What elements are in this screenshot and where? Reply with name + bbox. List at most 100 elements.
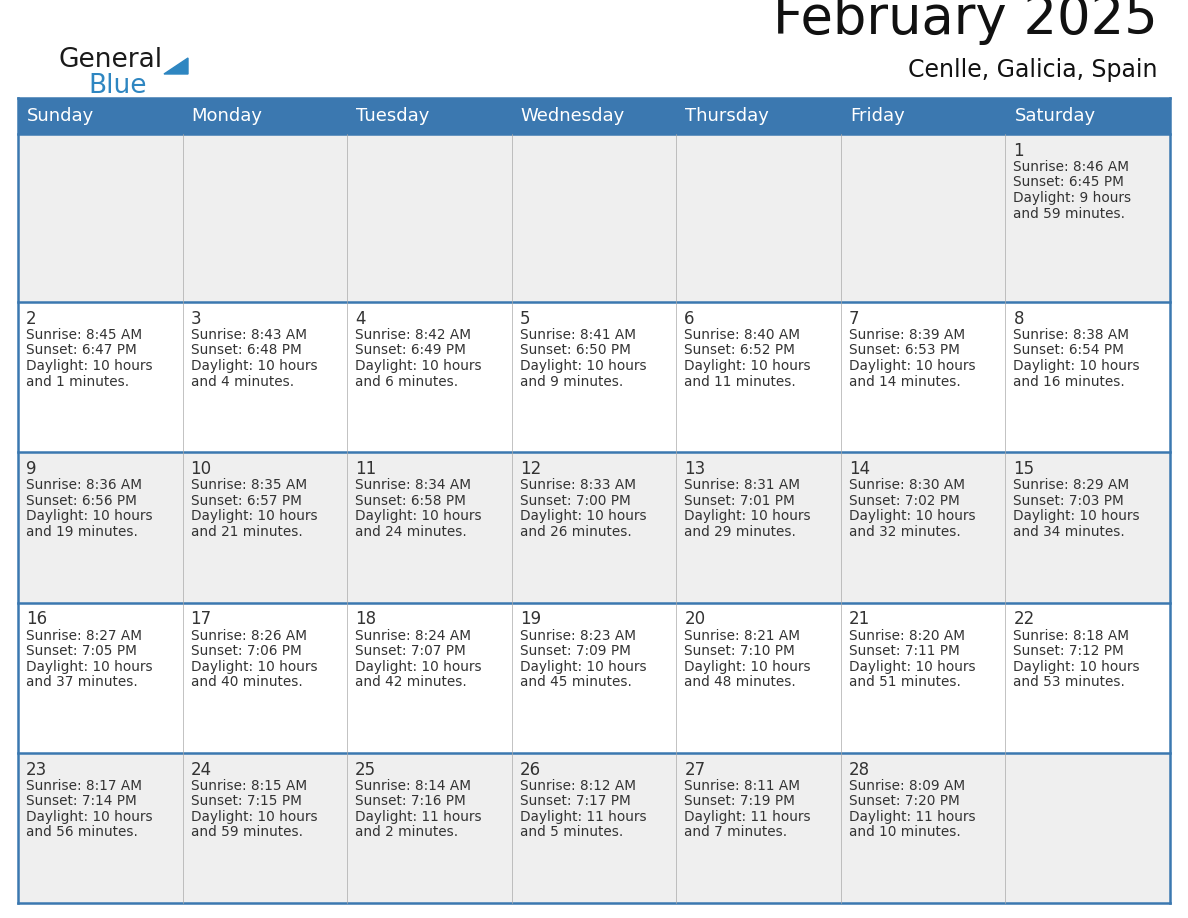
Bar <box>183 98 347 134</box>
Bar <box>512 453 676 602</box>
Text: 28: 28 <box>849 761 870 778</box>
Text: and 24 minutes.: and 24 minutes. <box>355 525 467 539</box>
Text: Daylight: 11 hours: Daylight: 11 hours <box>849 810 975 823</box>
Text: and 42 minutes.: and 42 minutes. <box>355 675 467 689</box>
Bar <box>183 302 347 453</box>
Text: 1: 1 <box>1013 142 1024 160</box>
Text: Sunday: Sunday <box>27 107 94 125</box>
Text: Sunrise: 8:15 AM: Sunrise: 8:15 AM <box>190 778 307 793</box>
Text: Sunset: 7:20 PM: Sunset: 7:20 PM <box>849 794 960 808</box>
Bar <box>1005 453 1170 602</box>
Bar <box>18 98 183 134</box>
Text: and 19 minutes.: and 19 minutes. <box>26 525 138 539</box>
Text: Sunrise: 8:09 AM: Sunrise: 8:09 AM <box>849 778 965 793</box>
Text: Daylight: 10 hours: Daylight: 10 hours <box>355 359 482 373</box>
Text: 3: 3 <box>190 310 201 328</box>
Text: Sunset: 7:10 PM: Sunset: 7:10 PM <box>684 644 795 658</box>
Text: Daylight: 10 hours: Daylight: 10 hours <box>190 359 317 373</box>
Text: Sunset: 7:15 PM: Sunset: 7:15 PM <box>190 794 302 808</box>
Text: Daylight: 10 hours: Daylight: 10 hours <box>355 509 482 523</box>
Bar <box>1005 134 1170 302</box>
Text: Sunrise: 8:34 AM: Sunrise: 8:34 AM <box>355 478 472 492</box>
Text: Sunrise: 8:38 AM: Sunrise: 8:38 AM <box>1013 328 1130 342</box>
Bar <box>841 134 1005 302</box>
Text: Sunrise: 8:43 AM: Sunrise: 8:43 AM <box>190 328 307 342</box>
Text: Thursday: Thursday <box>685 107 769 125</box>
Bar <box>347 98 512 134</box>
Bar <box>1005 602 1170 753</box>
Text: Daylight: 10 hours: Daylight: 10 hours <box>849 509 975 523</box>
Bar <box>183 753 347 903</box>
Text: Sunset: 7:07 PM: Sunset: 7:07 PM <box>355 644 466 658</box>
Text: Sunrise: 8:33 AM: Sunrise: 8:33 AM <box>519 478 636 492</box>
Bar <box>1005 753 1170 903</box>
Text: Sunrise: 8:20 AM: Sunrise: 8:20 AM <box>849 629 965 643</box>
Text: Daylight: 10 hours: Daylight: 10 hours <box>684 509 811 523</box>
Bar <box>676 302 841 453</box>
Text: and 45 minutes.: and 45 minutes. <box>519 675 632 689</box>
Text: 25: 25 <box>355 761 377 778</box>
Bar <box>183 602 347 753</box>
Text: General: General <box>58 47 162 73</box>
Text: and 9 minutes.: and 9 minutes. <box>519 375 623 388</box>
Text: Daylight: 10 hours: Daylight: 10 hours <box>519 359 646 373</box>
Text: Daylight: 10 hours: Daylight: 10 hours <box>26 659 152 674</box>
Text: Blue: Blue <box>88 73 146 99</box>
Text: Tuesday: Tuesday <box>356 107 430 125</box>
Text: and 26 minutes.: and 26 minutes. <box>519 525 632 539</box>
Bar <box>18 134 183 302</box>
Text: Sunrise: 8:36 AM: Sunrise: 8:36 AM <box>26 478 143 492</box>
Text: and 59 minutes.: and 59 minutes. <box>190 825 303 839</box>
Text: Monday: Monday <box>191 107 263 125</box>
Text: 8: 8 <box>1013 310 1024 328</box>
Text: Sunset: 7:14 PM: Sunset: 7:14 PM <box>26 794 137 808</box>
Text: Daylight: 10 hours: Daylight: 10 hours <box>684 359 811 373</box>
Bar <box>347 753 512 903</box>
Bar <box>512 602 676 753</box>
Text: Daylight: 10 hours: Daylight: 10 hours <box>1013 359 1140 373</box>
Text: 16: 16 <box>26 610 48 629</box>
Text: Sunset: 7:05 PM: Sunset: 7:05 PM <box>26 644 137 658</box>
Text: Sunrise: 8:12 AM: Sunrise: 8:12 AM <box>519 778 636 793</box>
Text: and 21 minutes.: and 21 minutes. <box>190 525 302 539</box>
Text: Daylight: 10 hours: Daylight: 10 hours <box>849 659 975 674</box>
Text: 22: 22 <box>1013 610 1035 629</box>
Text: Sunrise: 8:23 AM: Sunrise: 8:23 AM <box>519 629 636 643</box>
Bar <box>676 453 841 602</box>
Text: 26: 26 <box>519 761 541 778</box>
Bar <box>18 602 183 753</box>
Text: Sunrise: 8:45 AM: Sunrise: 8:45 AM <box>26 328 143 342</box>
Bar <box>347 134 512 302</box>
Text: 14: 14 <box>849 460 870 478</box>
Text: and 10 minutes.: and 10 minutes. <box>849 825 961 839</box>
Text: Sunrise: 8:14 AM: Sunrise: 8:14 AM <box>355 778 472 793</box>
Text: Sunset: 6:57 PM: Sunset: 6:57 PM <box>190 494 302 508</box>
Text: 18: 18 <box>355 610 377 629</box>
Bar <box>1005 302 1170 453</box>
Polygon shape <box>164 58 188 74</box>
Text: Sunrise: 8:18 AM: Sunrise: 8:18 AM <box>1013 629 1130 643</box>
Text: Daylight: 10 hours: Daylight: 10 hours <box>1013 509 1140 523</box>
Text: Sunrise: 8:40 AM: Sunrise: 8:40 AM <box>684 328 801 342</box>
Bar <box>1005 98 1170 134</box>
Text: 15: 15 <box>1013 460 1035 478</box>
Bar <box>841 302 1005 453</box>
Text: Sunrise: 8:17 AM: Sunrise: 8:17 AM <box>26 778 143 793</box>
Text: Daylight: 10 hours: Daylight: 10 hours <box>190 810 317 823</box>
Text: and 34 minutes.: and 34 minutes. <box>1013 525 1125 539</box>
Text: Sunrise: 8:41 AM: Sunrise: 8:41 AM <box>519 328 636 342</box>
Text: Daylight: 11 hours: Daylight: 11 hours <box>519 810 646 823</box>
Text: Cenlle, Galicia, Spain: Cenlle, Galicia, Spain <box>909 58 1158 82</box>
Text: and 59 minutes.: and 59 minutes. <box>1013 207 1125 220</box>
Text: and 51 minutes.: and 51 minutes. <box>849 675 961 689</box>
Text: 24: 24 <box>190 761 211 778</box>
Text: Sunset: 6:53 PM: Sunset: 6:53 PM <box>849 343 960 357</box>
Text: Daylight: 10 hours: Daylight: 10 hours <box>26 810 152 823</box>
Bar <box>347 453 512 602</box>
Text: Daylight: 10 hours: Daylight: 10 hours <box>355 659 482 674</box>
Text: 11: 11 <box>355 460 377 478</box>
Text: 5: 5 <box>519 310 530 328</box>
Text: Sunset: 7:17 PM: Sunset: 7:17 PM <box>519 794 631 808</box>
Text: 21: 21 <box>849 610 870 629</box>
Text: Sunrise: 8:42 AM: Sunrise: 8:42 AM <box>355 328 472 342</box>
